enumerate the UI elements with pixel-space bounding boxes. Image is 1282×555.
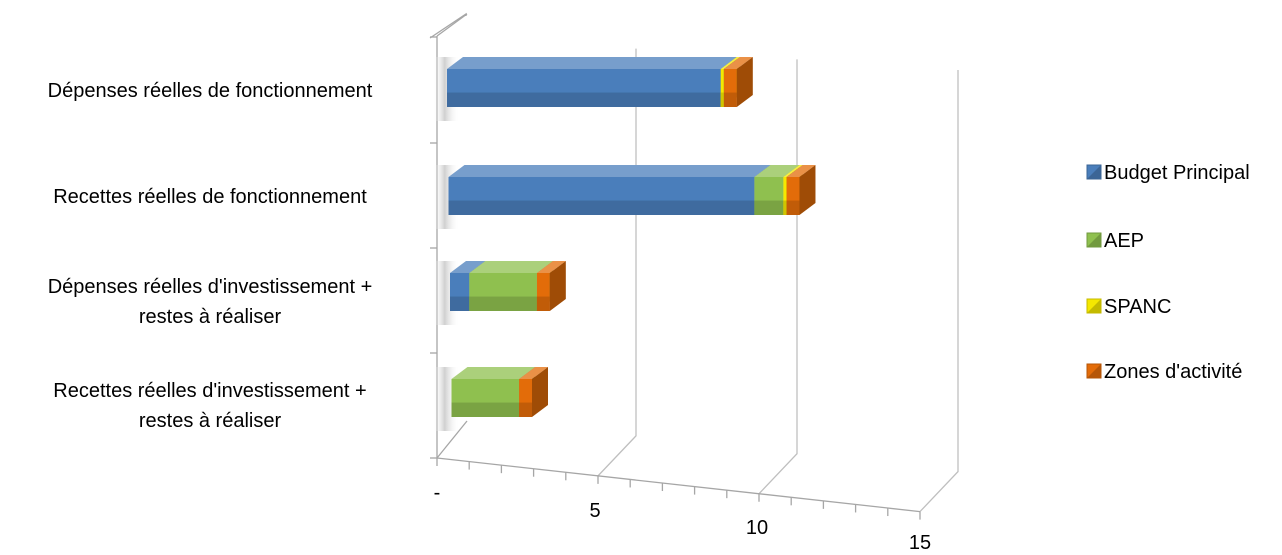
bar-front-shade [448, 200, 755, 215]
category-label: Dépenses réelles de fonctionnement [48, 80, 373, 102]
floor-left-depth-line [436, 420, 468, 459]
bar-top-face [786, 165, 816, 177]
legend-label: Budget Principal [1104, 162, 1250, 184]
category-label: Dépenses réelles d'investissement + [48, 276, 373, 298]
chart-bars [433, 57, 816, 431]
bar-front-shade [754, 200, 784, 215]
bar-top-face [450, 261, 486, 273]
bar-end-face [799, 165, 816, 215]
category-label: Recettes réelles de fonctionnement [53, 186, 367, 208]
x-tick-label: - [434, 482, 441, 504]
bar-front-shade [450, 296, 470, 311]
legend-label: SPANC [1104, 296, 1171, 318]
legend-item: SPANC [1086, 296, 1171, 318]
bar-end-face [532, 367, 548, 417]
x-axis-line [436, 457, 921, 513]
bar-front-shade [783, 200, 787, 215]
legend-swatch-shade [1087, 299, 1101, 313]
legend-swatch-shade [1087, 233, 1101, 247]
bar-segment [786, 165, 816, 215]
bar-top-face [447, 57, 737, 69]
bar-segment [519, 367, 548, 417]
bar-top-face [754, 165, 800, 177]
bar-top-face [448, 165, 771, 177]
legend-item: Budget Principal [1086, 162, 1250, 184]
legend-item: Zones d'activité [1086, 361, 1242, 383]
category-label: restes à réaliser [139, 306, 282, 328]
category-label: restes à réaliser [139, 410, 282, 432]
legend-item: AEP [1086, 230, 1144, 252]
bar-segment [447, 57, 737, 107]
x-axis-tick-labels: - 5 10 15 [434, 482, 931, 554]
bar-top-face [536, 261, 566, 273]
x-tick-label: 15 [909, 532, 931, 554]
bar-front-shade [723, 92, 737, 107]
bar-segment [723, 57, 753, 107]
category-labels: Dépenses réelles de fonctionnement Recett… [48, 80, 373, 432]
gridline-x-10 [758, 59, 798, 495]
bar-front-shade [720, 92, 724, 107]
bar-top-face [783, 165, 803, 177]
gridline-x-15 [919, 70, 959, 513]
chart-legend: Budget Principal AEP SPANC Zones d'activité [1086, 162, 1250, 383]
legend-label: Zones d'activité [1104, 361, 1242, 383]
x-tick-label: 10 [746, 517, 768, 539]
bar-front-shade [536, 296, 550, 311]
y-axis-top-depth-line [436, 13, 468, 37]
category-label: Recettes réelles d'investissement + [53, 380, 366, 402]
bar-top-face [723, 57, 753, 69]
bar-segment [536, 261, 566, 311]
bar-end-face [549, 261, 566, 311]
bar-front-shade [451, 402, 520, 417]
legend-swatch-shade [1087, 364, 1101, 378]
bar-top-face [720, 57, 740, 69]
bar-top-face [519, 367, 548, 379]
bar-front-shade [519, 402, 532, 417]
bar-segment [469, 261, 553, 311]
bar-segment [448, 165, 771, 215]
bar-front-shade [447, 92, 721, 107]
back-wall-top-edge [429, 12, 467, 39]
bar-front-shade [786, 200, 800, 215]
gridline-x-5 [597, 48, 637, 477]
x-tick-label: 5 [589, 500, 600, 522]
legend-swatch-shade [1087, 165, 1101, 179]
bar-top-face [469, 261, 553, 273]
bar-end-face [736, 57, 753, 107]
bar-front-face [783, 177, 787, 215]
bar-top-face [451, 367, 536, 379]
legend-label: AEP [1104, 230, 1144, 252]
bar-front-face [720, 69, 724, 107]
bar-front-shade [469, 296, 537, 311]
